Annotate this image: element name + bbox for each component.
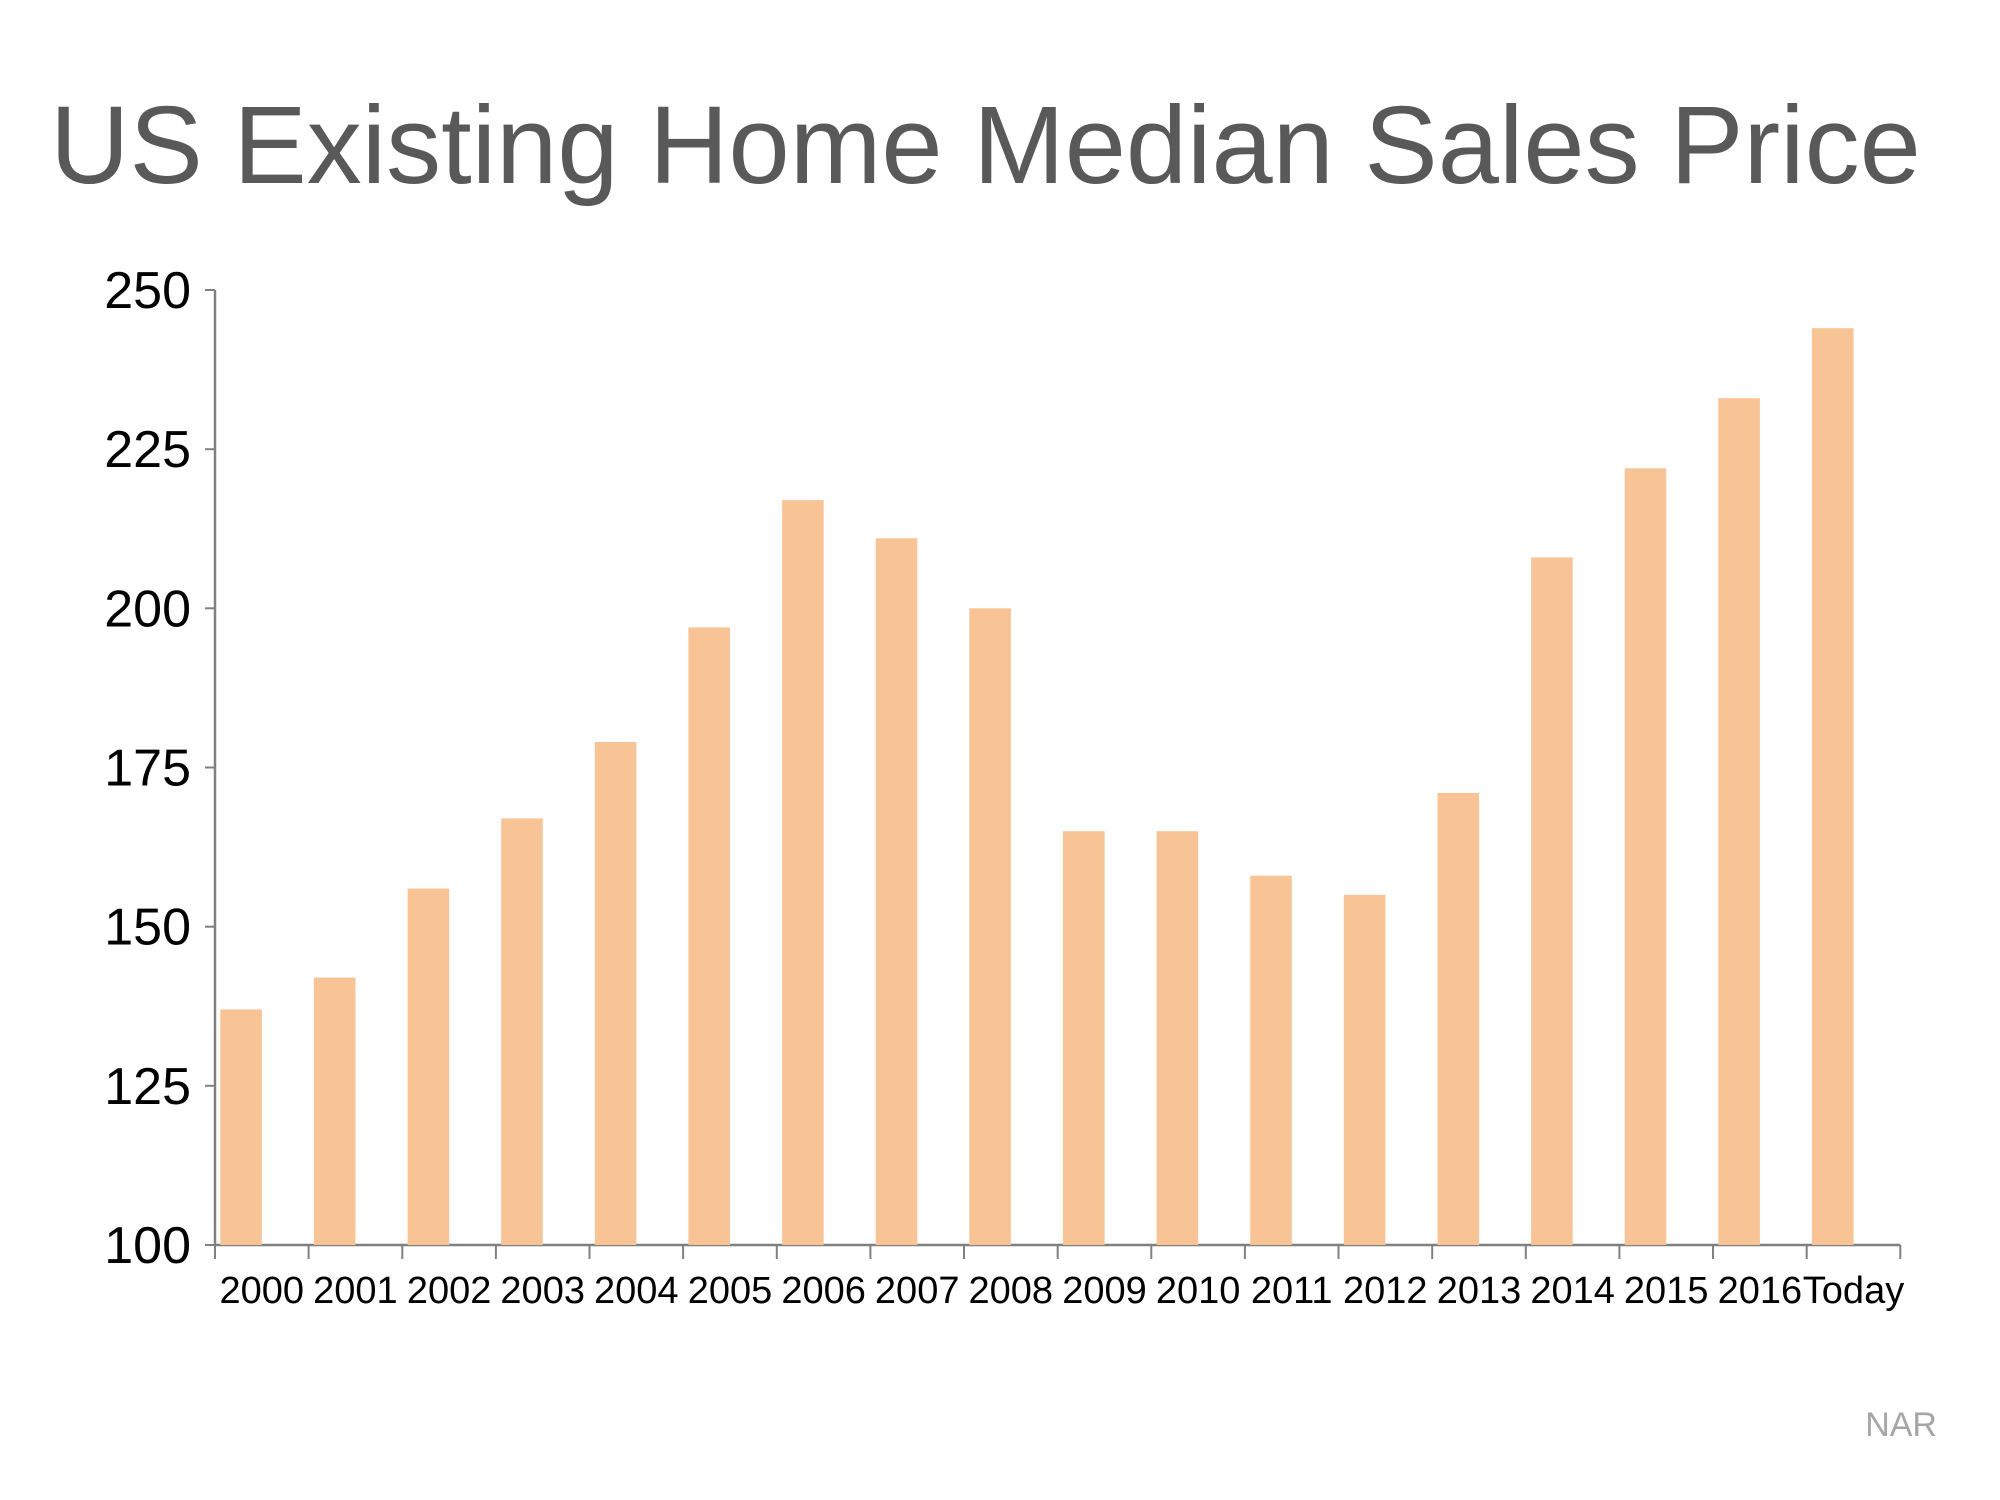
svg-text:175: 175 [104,740,191,798]
svg-text:2014: 2014 [1530,1270,1615,1312]
svg-text:2012: 2012 [1343,1270,1428,1312]
svg-text:2003: 2003 [500,1270,585,1312]
svg-text:125: 125 [104,1058,191,1116]
svg-text:2013: 2013 [1437,1270,1522,1312]
svg-text:225: 225 [104,421,191,479]
svg-text:Today: Today [1803,1270,1904,1312]
svg-text:250: 250 [104,262,191,320]
svg-text:2007: 2007 [875,1270,960,1312]
svg-text:2011: 2011 [1251,1270,1333,1312]
svg-text:2010: 2010 [1156,1270,1241,1312]
svg-text:2001: 2001 [313,1270,398,1312]
svg-text:2005: 2005 [688,1270,773,1312]
svg-text:2016: 2016 [1718,1270,1803,1312]
svg-text:2004: 2004 [594,1270,679,1312]
svg-text:2006: 2006 [781,1270,866,1312]
svg-text:2002: 2002 [407,1270,492,1312]
svg-text:2008: 2008 [969,1270,1054,1312]
svg-text:150: 150 [104,899,191,957]
svg-text:100: 100 [104,1217,191,1275]
svg-text:2000: 2000 [220,1270,305,1312]
svg-text:2009: 2009 [1062,1270,1147,1312]
svg-text:200: 200 [104,580,191,638]
svg-text:2015: 2015 [1624,1270,1709,1312]
